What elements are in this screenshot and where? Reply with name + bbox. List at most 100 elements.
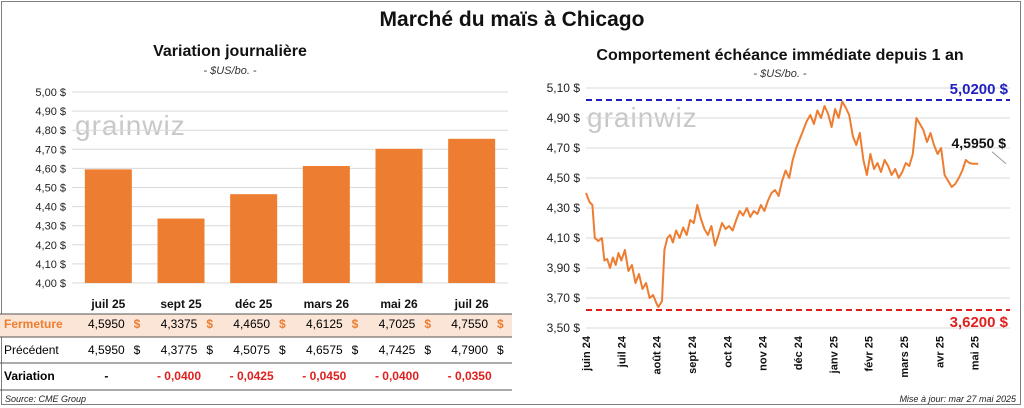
bar-2: [230, 194, 278, 283]
table-cell-dollar: $: [351, 317, 359, 331]
table-cell-dollar: $: [206, 317, 213, 331]
table-cell-value: 4,7900: [451, 343, 488, 357]
bar-y-tick-label: 4,40 $: [35, 202, 66, 214]
bar-y-tick-label: 4,30 $: [35, 221, 66, 233]
line-x-tick-label: oct 24: [722, 335, 734, 368]
bar-0: [84, 169, 132, 283]
bar-category-label: mars 26: [304, 297, 350, 311]
line-x-tick-label: nov 24: [758, 335, 770, 371]
line-y-tick-label: 4,90 $: [547, 111, 581, 125]
line-x-tick-label: sept 24: [687, 335, 699, 374]
last-value-leader: [991, 151, 1007, 165]
line-x-tick-label: mars 25: [899, 336, 911, 378]
bar-y-tick-label: 4,10 $: [35, 259, 66, 271]
table-row-label: Variation: [4, 369, 55, 383]
table-cell-dollar: $: [424, 343, 431, 357]
bar-y-tick-label: 4,70 $: [35, 144, 66, 156]
table-cell-dollar: $: [278, 343, 286, 357]
last-value-label: 4,5950 $: [952, 135, 1007, 151]
line-y-tick-label: 4,30 $: [547, 201, 581, 215]
table-cell-value: 4,5075: [233, 343, 270, 357]
table-cell: 4,4650 $: [216, 317, 288, 331]
bar-y-tick-label: 4,50 $: [35, 183, 66, 195]
table-cell-value: 4,3775: [160, 343, 198, 357]
table-cell: 4,7550 $: [434, 317, 506, 331]
table-cell: - 0,0350: [434, 369, 506, 383]
table-cell-dollar: $: [496, 343, 504, 357]
table-cell-value: - 0,0350: [447, 369, 492, 383]
line-y-tick-label: 4,70 $: [547, 141, 581, 155]
table-cell-value: - 0,0400: [156, 369, 202, 383]
bar-y-tick-label: 4,20 $: [35, 240, 66, 252]
line-x-tick-label: juin 24: [581, 335, 593, 372]
footer-updated: Mise à jour: mar 27 mai 2025: [899, 394, 1016, 404]
bar-category-label: mai 26: [380, 297, 418, 311]
line-x-tick-label: janv 25: [828, 336, 840, 374]
table-cell: 4,7025 $: [361, 317, 433, 331]
bar-y-tick-label: 4,90 $: [35, 106, 66, 118]
line-x-tick-label: déc 24: [793, 335, 805, 370]
right-chart-title: Comportement échéance immédiate depuis 1…: [596, 47, 964, 64]
bar-category-label: déc 25: [235, 297, 273, 311]
table-cell-value: 4,6575: [305, 343, 343, 357]
line-y-tick-label: 4,10 $: [547, 231, 581, 245]
table-cell: -: [70, 369, 142, 383]
line-x-tick-label: avr 25: [934, 336, 946, 368]
table-cell: - 0,0450: [288, 369, 360, 383]
table-cell: 4,3375 $: [143, 317, 215, 331]
table-cell: - 0,0425: [216, 369, 288, 383]
table-cell-dollar: $: [278, 317, 286, 331]
left-chart-unit: - $US/bo. -: [203, 65, 257, 77]
table-cell-value: - 0,0400: [374, 369, 420, 383]
table-cell: - 0,0400: [361, 369, 433, 383]
table-cell-value: 4,7550: [451, 317, 488, 331]
low-label: 3,6200 $: [950, 314, 1009, 331]
page-title: Marché du maïs à Chicago: [379, 8, 645, 31]
table-cell: 4,7900 $: [434, 343, 506, 357]
table-cell: - 0,0400: [143, 369, 215, 383]
right-chart-unit: - $US/bo. -: [753, 68, 807, 80]
line-y-tick-label: 5,10 $: [547, 81, 581, 95]
table-row-label: Précédent: [4, 343, 59, 357]
bar-category-label: juil 26: [454, 297, 489, 311]
price-line-series: [585, 100, 979, 308]
high-label: 5,0200 $: [950, 81, 1009, 98]
left-chart-title: Variation journalière: [153, 43, 307, 60]
table-cell-value: - 0,0450: [302, 369, 347, 383]
line-x-tick-label: juil 24: [616, 335, 628, 368]
footer-source: Source: CME Group: [5, 394, 87, 404]
table-cell-dollar: $: [351, 343, 359, 357]
line-x-tick-label: août 24: [652, 335, 664, 374]
bar-category-label: juil 25: [90, 297, 125, 311]
line-x-tick-label: mai 25: [970, 336, 982, 370]
table-cell-value: -: [104, 369, 109, 383]
line-x-tick-label: févr 25: [864, 336, 876, 371]
table-cell-value: 4,3375: [160, 317, 198, 331]
table-row-label: Fermeture: [4, 317, 63, 331]
table-cell: 4,5950 $: [70, 343, 142, 357]
bar-3: [302, 166, 350, 283]
line-y-tick-label: 4,50 $: [547, 171, 581, 185]
line-y-tick-label: 3,70 $: [547, 291, 581, 305]
table-cell: 4,5950 $: [70, 317, 142, 331]
table-cell-dollar: $: [206, 343, 213, 357]
table-cell-dollar: $: [133, 343, 141, 357]
table-cell-value: 4,6125: [305, 317, 343, 331]
table-cell-value: 4,7425: [378, 343, 416, 357]
table-cell-dollar: $: [424, 317, 431, 331]
left-watermark-logo: grainwiz: [75, 110, 186, 141]
fermeture-row-bg: [0, 314, 512, 337]
bar-4: [375, 148, 423, 283]
table-cell: 4,7425 $: [361, 343, 433, 357]
table-cell-value: 4,4650: [233, 317, 270, 331]
bar-5: [448, 138, 496, 283]
table-cell: 4,6125 $: [288, 317, 360, 331]
bar-1: [157, 218, 205, 283]
table-cell: 4,3775 $: [143, 343, 215, 357]
table-cell: 4,5075 $: [216, 343, 288, 357]
line-y-tick-label: 3,90 $: [547, 261, 581, 275]
line-y-tick-label: 3,50 $: [547, 321, 581, 335]
bar-category-label: sept 25: [160, 297, 202, 311]
